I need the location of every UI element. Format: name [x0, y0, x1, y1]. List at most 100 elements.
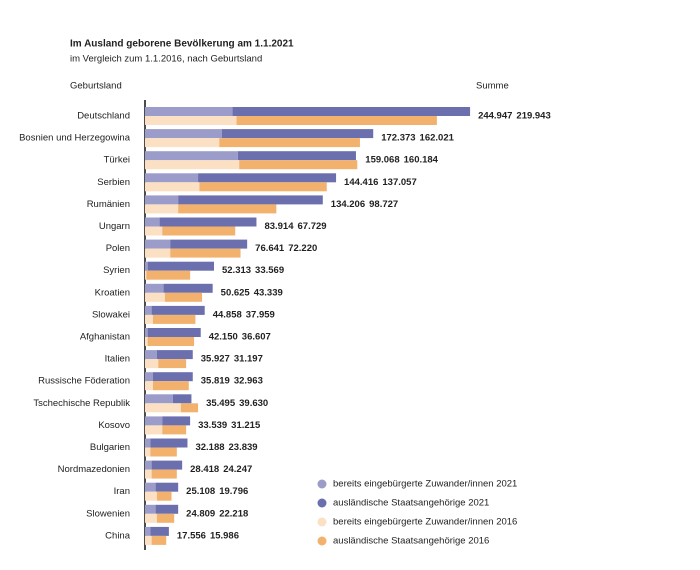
- legend-marker: [317, 517, 327, 527]
- bar-segment: [145, 460, 152, 470]
- category-label: Polen: [106, 243, 130, 254]
- sum-label: 36.607: [242, 332, 271, 343]
- category-label: Ungarn: [99, 221, 130, 232]
- bar-segment: [145, 182, 200, 192]
- bar-segment: [150, 447, 177, 457]
- bar-segment: [162, 416, 191, 426]
- legend-marker: [317, 479, 327, 489]
- sum-label: 42.150: [209, 332, 238, 343]
- bar-segment: [156, 513, 175, 523]
- bar-segment: [145, 328, 148, 337]
- sum-label: 172.373: [381, 133, 415, 144]
- bar-segment: [219, 138, 360, 148]
- bar-segment: [170, 239, 248, 249]
- bar-segment: [164, 292, 203, 302]
- bar-segment: [155, 504, 179, 514]
- bar-segment: [145, 394, 173, 404]
- bar-segment: [145, 381, 153, 391]
- bar-segment: [145, 526, 151, 536]
- bar-segment: [145, 438, 151, 448]
- category-label: Russische Föderation: [38, 376, 130, 387]
- sum-label: 33.539: [198, 420, 227, 431]
- bar-segment: [145, 416, 163, 426]
- legend-marker: [317, 536, 327, 546]
- sum-label: 159.068: [365, 155, 399, 166]
- category-label: Kosovo: [98, 420, 130, 431]
- bar-segment: [145, 138, 220, 148]
- bar-segment: [151, 469, 177, 479]
- bar-segment: [145, 239, 171, 249]
- sum-label: 72.220: [288, 243, 317, 254]
- bar-segment: [156, 350, 193, 360]
- bar-segment: [178, 195, 323, 205]
- bar-segment: [150, 438, 188, 448]
- legend-label: bereits eingebürgerte Zuwander/innen 201…: [333, 517, 517, 528]
- category-label: China: [105, 530, 131, 541]
- bar-segment: [151, 460, 183, 470]
- bar-segment: [145, 129, 222, 139]
- category-label: Italien: [105, 354, 130, 365]
- bar-segment: [237, 151, 356, 161]
- bar-segment: [145, 403, 181, 413]
- bar-segment: [145, 116, 237, 125]
- sum-label: 24.809: [186, 508, 215, 519]
- bar-segment: [145, 513, 157, 523]
- bar-segment: [172, 394, 192, 404]
- bar-segment: [145, 173, 199, 183]
- bar-segment: [152, 381, 189, 391]
- bar-segment: [180, 403, 199, 413]
- category-label: Tschechische Republik: [33, 398, 130, 409]
- bar-segment: [145, 372, 153, 382]
- category-label: Syrien: [103, 265, 130, 276]
- sum-label: 32.188: [195, 442, 224, 453]
- bar-segment: [145, 261, 148, 271]
- chart-subtitle: im Vergleich zum 1.1.2016, nach Geburtsl…: [70, 54, 262, 65]
- legend-marker: [317, 498, 327, 508]
- sum-label: 17.556: [177, 530, 206, 541]
- bar-segment: [145, 217, 160, 227]
- category-label: Serbien: [97, 177, 130, 188]
- bar-segment: [145, 350, 157, 360]
- legend-label: ausländische Staatsangehörige 2021: [333, 498, 489, 509]
- bar-segment: [145, 270, 147, 280]
- bar-segment: [152, 372, 193, 382]
- category-label: Bulgarien: [90, 442, 130, 453]
- sum-label: 50.625: [221, 287, 251, 298]
- bar-segment: [145, 359, 159, 369]
- bar-segment: [236, 116, 437, 125]
- bar-segment: [145, 504, 156, 514]
- sum-label: 137.057: [382, 177, 416, 188]
- bar-segment: [156, 491, 172, 501]
- sum-label: 83.914: [264, 221, 294, 232]
- bar-segment: [145, 305, 152, 315]
- sum-label: 35.819: [201, 376, 230, 387]
- bar-segment: [145, 151, 238, 161]
- sum-label: 67.729: [298, 221, 327, 232]
- legend-label: ausländische Staatsangehörige 2016: [333, 536, 489, 547]
- bar-segment: [147, 328, 201, 337]
- category-label: Türkei: [104, 155, 130, 166]
- bar-segment: [151, 535, 167, 545]
- bar-segment: [239, 160, 358, 170]
- sum-label: 22.218: [219, 508, 248, 519]
- bar-segment: [145, 292, 165, 302]
- sum-label: 24.247: [223, 464, 252, 475]
- sum-label: 35.495: [206, 398, 236, 409]
- bar-segment: [162, 226, 236, 236]
- bar-segment: [145, 226, 163, 236]
- sum-label: 19.796: [219, 486, 248, 497]
- bar-segment: [145, 314, 153, 324]
- bar-segment: [145, 160, 240, 170]
- bar-segment: [145, 491, 157, 501]
- bar-segment: [145, 482, 156, 492]
- category-header: Geburtsland: [70, 81, 122, 92]
- sum-label: 98.727: [369, 199, 398, 210]
- chart-title: Im Ausland geborene Bevölkerung am 1.1.2…: [70, 39, 294, 50]
- bar-segment: [145, 447, 151, 457]
- bar-segment: [162, 425, 187, 435]
- sum-label: 28.418: [190, 464, 219, 475]
- sum-label: 33.569: [255, 265, 284, 276]
- sum-label: 31.215: [231, 420, 261, 431]
- sum-label: 37.959: [246, 309, 275, 320]
- category-label: Bosnien und Herzegowina: [19, 133, 131, 144]
